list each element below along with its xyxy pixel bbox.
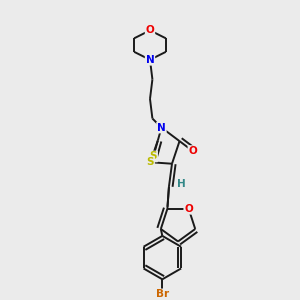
Text: H: H	[177, 179, 186, 189]
Text: O: O	[188, 146, 197, 156]
Text: O: O	[184, 204, 193, 214]
Text: O: O	[146, 26, 154, 35]
Text: S: S	[147, 157, 154, 167]
Text: N: N	[157, 123, 166, 133]
Text: N: N	[146, 55, 154, 65]
Text: S: S	[150, 152, 157, 161]
Text: Br: Br	[156, 290, 169, 299]
